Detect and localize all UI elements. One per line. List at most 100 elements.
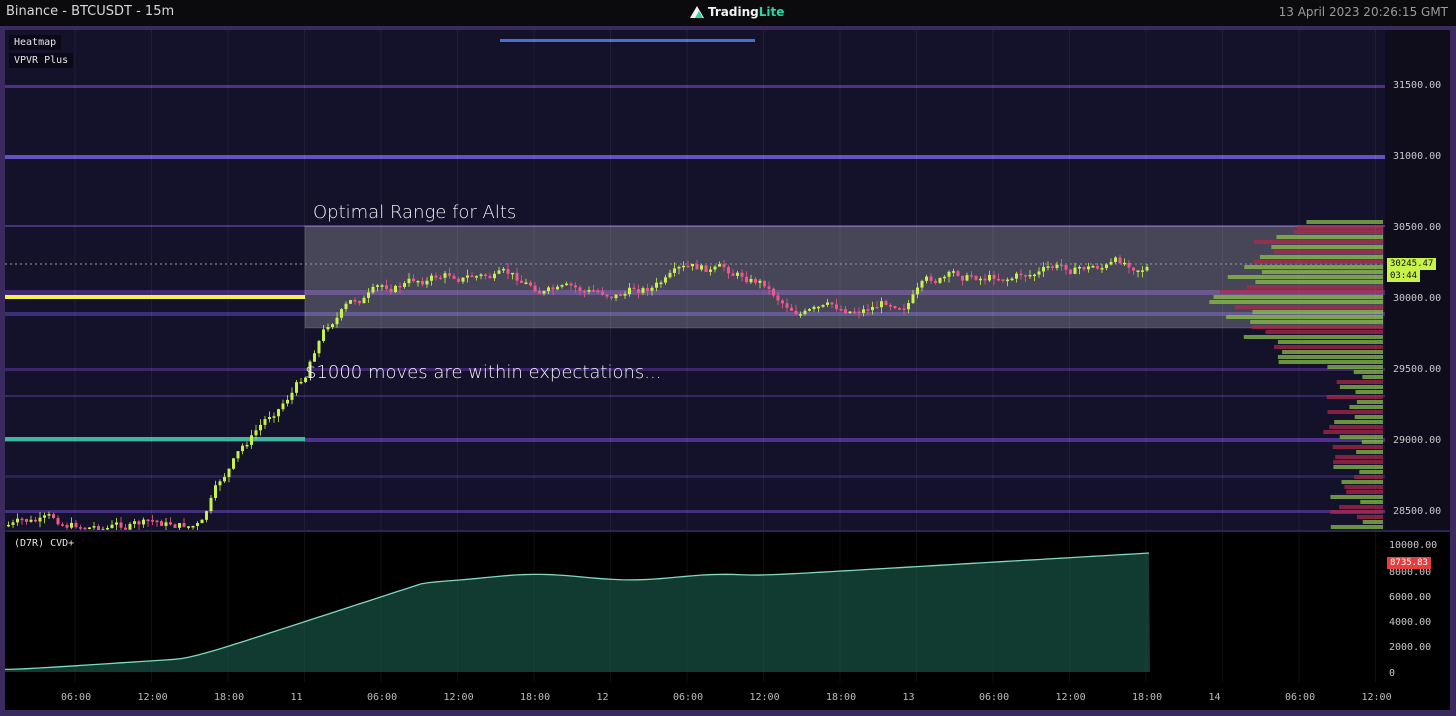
candle-body [389, 288, 393, 293]
candle-body [646, 288, 649, 291]
cvd-indicator-label[interactable]: (D7R) CVD+ [14, 538, 75, 549]
time-tick: 12:00 [443, 692, 474, 703]
heatmap-level [500, 39, 755, 42]
top-bar: Binance - BTCUSDT - 15m TradingLite 13 A… [0, 0, 1456, 26]
price-axis[interactable]: 31500.00 31000.00 30500.00 30000.00 2950… [1385, 30, 1450, 530]
candle-body [340, 309, 343, 318]
heatmap-band [5, 85, 1385, 88]
candle-body [106, 527, 109, 530]
candle-body [11, 522, 15, 525]
candle-body [601, 291, 604, 295]
candle-body [637, 289, 640, 293]
time-tick: 06:00 [61, 692, 92, 703]
cvd-axis[interactable]: 10000.00 8000.00 6000.00 4000.00 2000.00… [1385, 532, 1450, 682]
candle-body [844, 309, 847, 314]
candle-body [799, 314, 802, 316]
volume-profile-bar [1335, 455, 1383, 459]
volume-profile-bar [1354, 415, 1383, 419]
candle-body [605, 294, 609, 297]
candle-body [29, 519, 33, 522]
volume-profile-bar [1234, 305, 1383, 309]
heatmap-band [5, 312, 1385, 316]
chart-frame[interactable]: Heatmap VPVR Plus Optimal Range for Alts… [5, 30, 1450, 710]
candle-body [574, 285, 577, 288]
candle-body [34, 519, 37, 522]
candle-body [835, 304, 838, 310]
candle-body [52, 514, 55, 519]
volume-profile-bar [1276, 235, 1383, 239]
volume-profile-bar [1306, 220, 1383, 224]
candle-body [979, 278, 982, 281]
candle-body [740, 272, 744, 277]
candle-body [182, 523, 186, 527]
candle-body [1024, 275, 1027, 277]
candle-body [893, 306, 897, 309]
candle-body [668, 272, 672, 278]
volume-profile-bar [1227, 275, 1383, 279]
heatmap-band [5, 475, 1385, 478]
candle-body [245, 444, 249, 447]
cvd-tick: 6000.00 [1389, 592, 1432, 603]
candle-body [659, 282, 663, 285]
candle-body [929, 276, 933, 281]
candle-body [884, 301, 888, 306]
candle-body [1078, 267, 1081, 269]
candle-body [232, 458, 235, 469]
time-tick: 18:00 [1132, 692, 1163, 703]
candle-body [425, 280, 429, 285]
candle-body [61, 524, 64, 526]
volume-profile-bar [1332, 445, 1383, 449]
candle-body [538, 291, 541, 294]
candle-body [758, 280, 762, 283]
candle-body [38, 517, 42, 522]
candle-body [79, 527, 82, 529]
candle-body [358, 301, 361, 304]
candle-body [1010, 278, 1014, 281]
candle-body [754, 278, 757, 283]
cvd-pane[interactable] [5, 532, 1385, 682]
candle-body [187, 526, 190, 528]
time-tick: 06:00 [979, 692, 1010, 703]
volume-profile-bar [1265, 330, 1383, 334]
vpvr-indicator-label[interactable]: VPVR Plus [9, 53, 74, 68]
price-pane[interactable] [5, 30, 1385, 530]
candle-body [767, 286, 771, 289]
volume-profile-bar [1336, 380, 1383, 384]
candle-countdown-badge: 03:44 [1387, 270, 1421, 282]
volume-profile-bar [1327, 410, 1383, 414]
cvd-series [5, 552, 1150, 672]
candle-body [376, 285, 379, 287]
candle-body [970, 275, 973, 277]
candle-body [983, 278, 987, 281]
candle-body [1132, 267, 1135, 271]
candle-body [1060, 264, 1063, 267]
candle-body [452, 275, 456, 279]
time-axis[interactable]: 06:00 12:00 18:00 11 06:00 12:00 18:00 12 06:00 1… [5, 682, 1450, 710]
volume-profile-bar [1333, 465, 1383, 469]
candle-body [304, 377, 307, 382]
heatmap-indicator-label[interactable]: Heatmap [9, 35, 62, 50]
volume-profile-bar [1219, 290, 1383, 294]
candle-body [871, 306, 874, 311]
pane-divider[interactable] [5, 530, 1450, 532]
cvd-line [5, 552, 1150, 671]
candle-body [92, 526, 96, 528]
candle-body [1105, 264, 1108, 269]
candle-body [214, 485, 217, 498]
candle-body [794, 310, 798, 315]
volume-profile-bar [1209, 300, 1383, 304]
candle-body [313, 353, 316, 362]
volume-profile-bar [1277, 340, 1383, 344]
candle-body [578, 287, 582, 291]
candle-body [1096, 266, 1099, 269]
candle-body [1091, 266, 1095, 268]
candle-body [1145, 266, 1149, 271]
candle-body [862, 309, 865, 313]
heatmap-layer [5, 39, 1385, 513]
volume-profile-bar [1251, 325, 1383, 329]
candle-body [1127, 262, 1131, 268]
volume-profile-bar [1349, 405, 1383, 409]
candle-body [628, 287, 631, 295]
volume-profile-bar [1344, 485, 1383, 489]
candle-body [650, 287, 654, 291]
